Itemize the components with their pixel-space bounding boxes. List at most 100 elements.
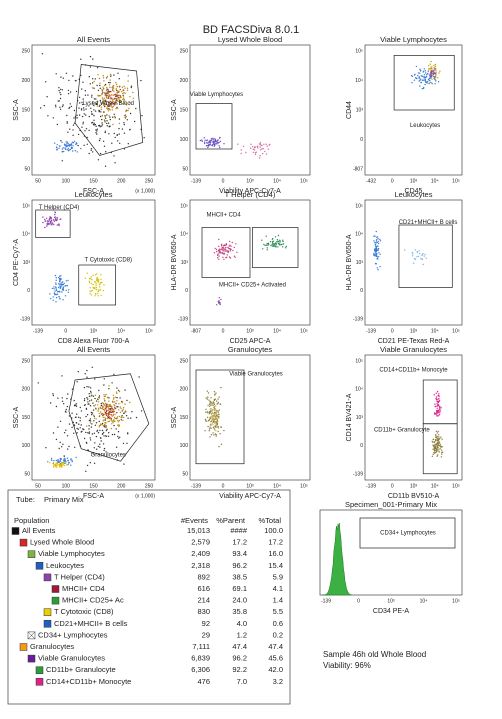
event-dot <box>217 413 219 416</box>
event-dot <box>101 115 104 117</box>
event-dot <box>93 420 95 422</box>
event-dot <box>211 403 213 406</box>
event-dot <box>205 397 207 399</box>
event-dot <box>90 276 92 278</box>
event-dot <box>440 449 443 451</box>
event-dot <box>79 427 81 429</box>
event-dot <box>51 287 54 290</box>
event-dot <box>209 416 211 418</box>
event-dot <box>441 446 443 448</box>
x-tick-label: 10⁵ <box>300 328 308 334</box>
table-number: 2,409 <box>191 549 210 558</box>
event-dot <box>106 114 108 116</box>
event-dot <box>434 76 436 78</box>
event-dot <box>103 384 105 386</box>
event-dot <box>44 218 46 221</box>
event-dot <box>229 240 231 243</box>
event-dot <box>231 241 233 244</box>
event-dot <box>100 95 102 97</box>
y-tick-label: 0 <box>360 443 363 449</box>
event-dot <box>101 97 104 99</box>
event-dot <box>107 435 110 437</box>
table-number: 100.0 <box>264 526 283 535</box>
event-dot <box>115 83 118 86</box>
event-dot <box>218 445 220 448</box>
population-name: CD14+CD11b+ Monocyte <box>46 677 131 686</box>
event-dot <box>111 99 114 101</box>
event-dot <box>225 250 228 252</box>
y-tick-label: 0 <box>27 288 30 294</box>
table-number: 47.4 <box>232 642 247 651</box>
gate-label: Viable Granulocytes <box>229 371 283 377</box>
event-dot <box>121 415 123 417</box>
event-dot <box>54 290 56 292</box>
event-dot <box>119 99 121 102</box>
event-dot <box>88 431 91 433</box>
event-dot <box>212 416 214 418</box>
event-dot <box>123 148 126 150</box>
event-dot <box>87 449 89 451</box>
event-dot <box>66 143 68 145</box>
event-dot <box>85 108 87 110</box>
event-dot <box>377 269 379 271</box>
event-dot <box>54 293 57 295</box>
x-tick-label: 0 <box>391 483 394 489</box>
event-dot <box>105 95 108 97</box>
event-dot <box>54 216 56 218</box>
event-dot <box>60 462 63 464</box>
x-tick-label: -139 <box>191 178 201 184</box>
event-dot <box>98 412 101 415</box>
event-dot <box>83 398 86 400</box>
event-dot <box>73 399 75 402</box>
event-dot <box>59 106 61 109</box>
event-dot <box>59 88 62 91</box>
event-dot <box>96 430 98 432</box>
event-dot <box>75 90 78 93</box>
event-dot <box>57 100 59 102</box>
event-dot <box>106 107 108 109</box>
y-tick-label: 200 <box>180 78 189 84</box>
event-dot <box>205 408 207 411</box>
event-dot <box>101 102 103 104</box>
event-dot <box>420 81 422 84</box>
event-dot <box>122 408 124 411</box>
event-dot <box>429 79 431 82</box>
y-tick-label: 250 <box>180 48 189 54</box>
event-dot <box>55 288 57 290</box>
event-dot <box>374 244 377 246</box>
event-dot <box>106 125 109 127</box>
event-dot <box>46 220 49 222</box>
event-dot <box>67 459 69 462</box>
event-dot <box>102 102 104 104</box>
event-dot <box>424 70 427 72</box>
event-dot <box>58 147 60 149</box>
event-dot <box>266 247 268 249</box>
population-name: Leukocytes <box>46 561 84 570</box>
event-dot <box>95 132 97 134</box>
event-dot <box>104 84 106 87</box>
event-dot <box>113 424 115 427</box>
event-dot <box>97 89 100 92</box>
event-dot <box>100 440 102 442</box>
event-dot <box>71 141 74 143</box>
event-dot <box>98 139 101 142</box>
event-dot <box>101 124 104 126</box>
event-dot <box>375 248 377 250</box>
event-dot <box>264 150 266 153</box>
event-dot <box>109 116 111 118</box>
event-dot <box>206 411 208 413</box>
event-dot <box>65 145 67 147</box>
event-dot <box>53 288 55 290</box>
event-dot <box>46 96 48 98</box>
event-dot <box>119 85 121 87</box>
event-dot <box>106 97 108 100</box>
event-dot <box>110 411 113 414</box>
event-dot <box>104 131 106 134</box>
event-dot <box>240 152 242 155</box>
event-dot <box>280 243 283 246</box>
event-dot <box>53 220 56 222</box>
table-number: 17.2 <box>232 538 247 547</box>
event-dot <box>118 390 121 393</box>
event-dot <box>79 406 82 409</box>
event-dot <box>130 86 132 89</box>
